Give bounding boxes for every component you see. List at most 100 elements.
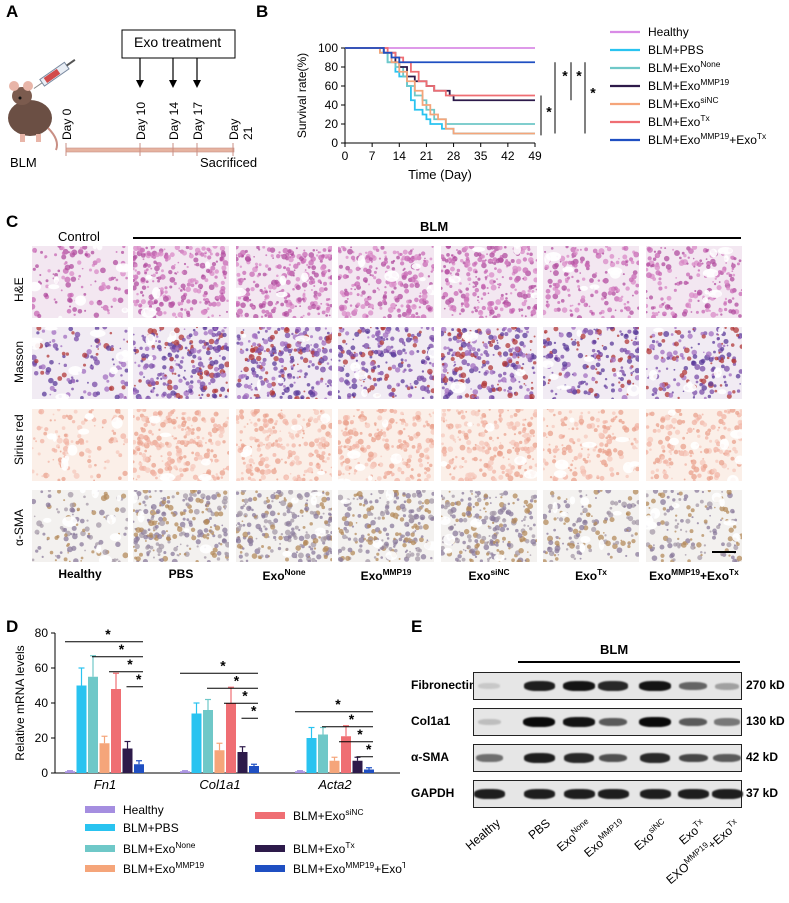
tissue-cell (367, 451, 374, 458)
tissue-cell (549, 475, 553, 479)
tissue-cell (345, 445, 350, 449)
tissue-cell (460, 414, 466, 420)
tissue-cell (739, 411, 742, 416)
tissue-cell (90, 364, 93, 367)
tissue-cell (100, 509, 103, 512)
tissue-cell (272, 426, 276, 430)
tissue-cell (170, 551, 175, 557)
tissue-cell (344, 315, 349, 318)
tissue-cell (162, 365, 167, 370)
tissue-cell (325, 335, 330, 340)
tissue-cell (91, 367, 94, 370)
tissue-cell (356, 293, 360, 297)
tissue-cell (76, 509, 79, 512)
tissue-cell (63, 438, 70, 445)
tissue-cell (607, 434, 612, 439)
tissue-cell (208, 438, 213, 443)
tissue-cell (319, 251, 322, 254)
tissue-cell (477, 252, 482, 257)
tissue-cell (149, 509, 156, 516)
tissue-cell (81, 267, 84, 270)
tissue-cell (211, 494, 218, 500)
tissue-cell (473, 251, 479, 257)
tissue-cell (390, 336, 395, 341)
tissue-cell (501, 470, 505, 474)
tissue-cell (202, 385, 208, 391)
tissue-cell (511, 362, 516, 368)
tissue-cell (173, 465, 178, 470)
tissue-cell (465, 292, 470, 297)
tissue-cell (671, 477, 673, 480)
tissue-cell (352, 427, 357, 432)
tissue-cell (330, 358, 332, 361)
tissue-cell (264, 424, 268, 428)
tissue-cell (580, 411, 584, 415)
tissue-cell (552, 459, 557, 464)
tissue-cell (491, 262, 494, 264)
tissue-cell (41, 391, 47, 397)
tissue-cell (623, 302, 627, 306)
tissue-cell (529, 340, 533, 344)
tissue-cell (368, 306, 370, 308)
tissue-cell (254, 283, 260, 288)
tissue-cell (348, 447, 353, 452)
tissue-cell (731, 263, 736, 269)
tissue-cell (133, 250, 136, 256)
tissue-cell (445, 281, 450, 286)
tissue-cell (329, 275, 332, 280)
tissue-cell (71, 379, 76, 384)
tissue-cell (697, 269, 701, 272)
tissue-cell (431, 327, 434, 332)
tissue-cell (58, 362, 61, 365)
tissue-cell (134, 269, 138, 272)
tissue-cell (136, 292, 139, 296)
tissue-cell (427, 307, 432, 312)
tissue-cell (321, 496, 328, 503)
tissue-cell (188, 333, 193, 338)
tissue-cell (545, 288, 551, 294)
tissue-cell (453, 361, 456, 364)
tissue-cell (488, 334, 494, 340)
tissue-cell (543, 380, 547, 387)
tissue-cell (270, 254, 274, 258)
tissue-cell (414, 386, 417, 389)
tissue-cell (259, 469, 266, 475)
tissue-cell (566, 331, 573, 338)
tissue-cell (400, 411, 404, 416)
tissue-cell (415, 312, 419, 315)
tissue-cell (156, 376, 159, 380)
tissue-cell (262, 413, 268, 419)
tissue-cell (156, 510, 160, 515)
tissue-cell (118, 453, 123, 458)
tissue-cell (174, 522, 179, 527)
tissue-cell (205, 507, 209, 511)
tissue-cell (49, 359, 54, 365)
tissue-cell (389, 351, 393, 355)
tissue-cell (183, 369, 186, 372)
tissue-cell (606, 426, 611, 431)
tissue-cell (476, 423, 481, 427)
tissue-cell (513, 433, 517, 436)
tissue-cell (68, 560, 71, 562)
tissue-cell (197, 534, 201, 538)
tissue-cell (493, 280, 496, 284)
tissue-cell (349, 386, 352, 389)
tissue-cell (375, 330, 381, 337)
alveolar-space (668, 437, 679, 446)
tissue-cell (300, 396, 304, 399)
alveolar-space (121, 307, 128, 314)
tissue-cell (585, 474, 591, 480)
tissue-cell (563, 272, 569, 277)
tissue-cell (310, 289, 313, 292)
tissue-cell (373, 383, 378, 387)
tissue-cell (406, 363, 411, 368)
tissue-cell (521, 314, 524, 317)
tissue-cell (192, 493, 197, 497)
tissue-cell (487, 301, 493, 307)
tissue-cell (577, 385, 581, 389)
tissue-cell (263, 443, 265, 446)
tissue-cell (607, 456, 613, 462)
tissue-cell (610, 315, 615, 318)
tissue-cell (484, 276, 488, 279)
tissue-cell (136, 271, 141, 275)
